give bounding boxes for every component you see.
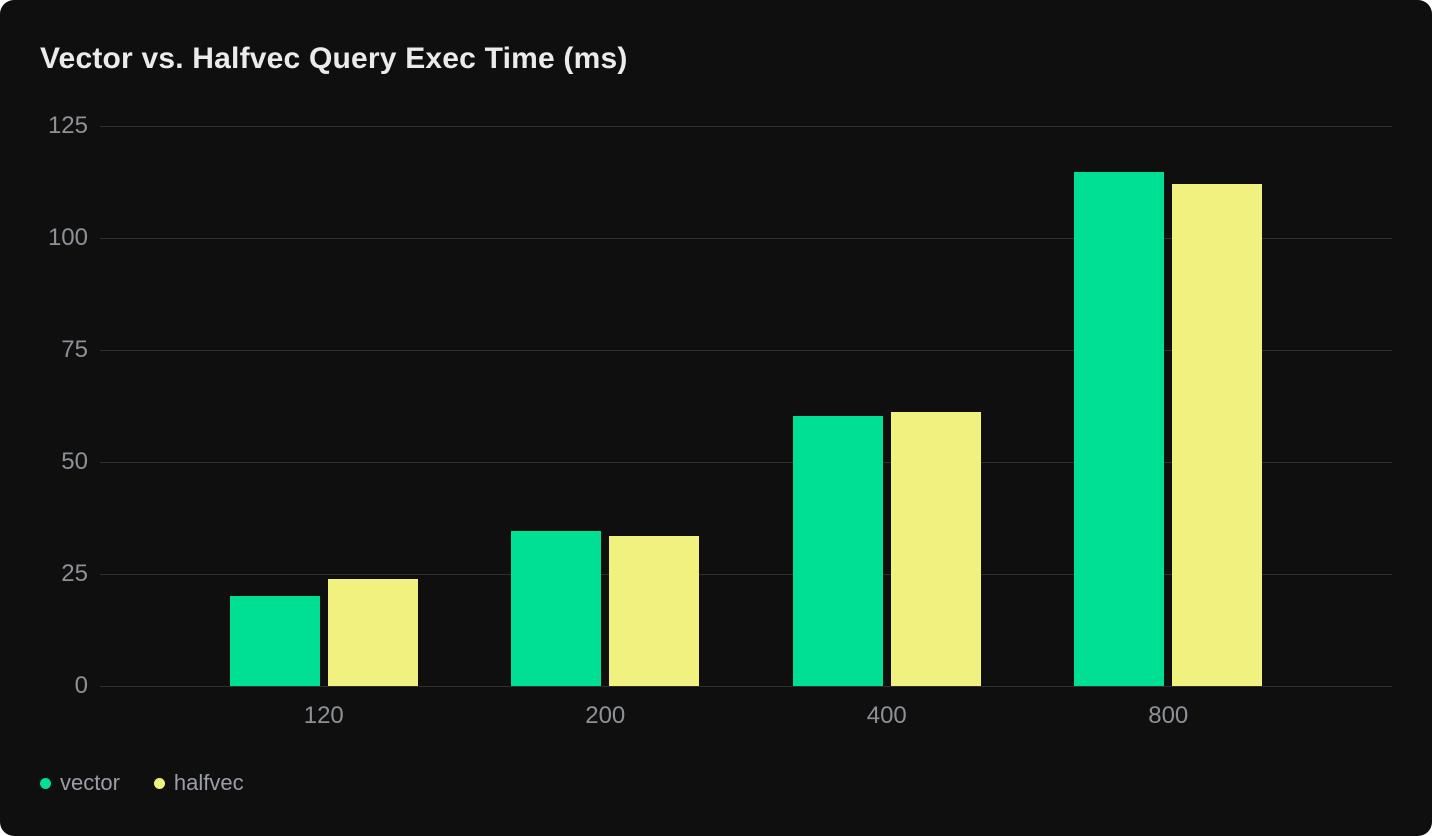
legend: vector halfvec [40,770,244,796]
bar-vector [1074,171,1165,686]
bar-group [229,578,418,686]
y-tick-label: 125 [47,112,88,139]
gridline [100,349,1392,351]
y-tick-label: 25 [61,560,88,587]
x-axis: 120 200 400 800 [100,702,1392,734]
bar-group [511,531,700,686]
gridline [100,573,1392,575]
bar-vector [511,531,602,686]
bar-halfvec [890,411,981,686]
y-tick-label: 100 [47,224,88,251]
x-tick-label: 400 [866,702,907,729]
legend-item-halfvec: halfvec [153,770,244,796]
gridline [100,461,1392,463]
bar-vector [229,595,320,686]
plot-area [100,125,1392,687]
gridline [100,237,1392,239]
y-tick-label: 0 [74,672,88,699]
y-tick-label: 50 [61,448,88,475]
gridline [100,125,1392,127]
chart-title: Vector vs. Halfvec Query Exec Time (ms) [40,42,628,75]
bar-halfvec [327,578,418,686]
x-tick-label: 120 [303,702,344,729]
x-tick-label: 200 [585,702,626,729]
legend-swatch-halfvec-icon [153,777,165,789]
bar-group [1074,171,1263,686]
y-tick-label: 75 [61,336,88,363]
bar-vector [792,415,883,686]
legend-item-vector: vector [40,770,120,796]
legend-swatch-vector-icon [40,777,51,789]
bar-halfvec [1172,183,1263,686]
gridline [100,685,1392,687]
bar-halfvec [609,535,700,686]
bar-group [792,411,981,686]
x-tick-label: 800 [1148,702,1189,729]
legend-label-vector: vector [60,770,120,795]
legend-label-halfvec: halfvec [173,770,244,795]
y-axis: 0 25 50 75 100 125 [0,112,88,699]
